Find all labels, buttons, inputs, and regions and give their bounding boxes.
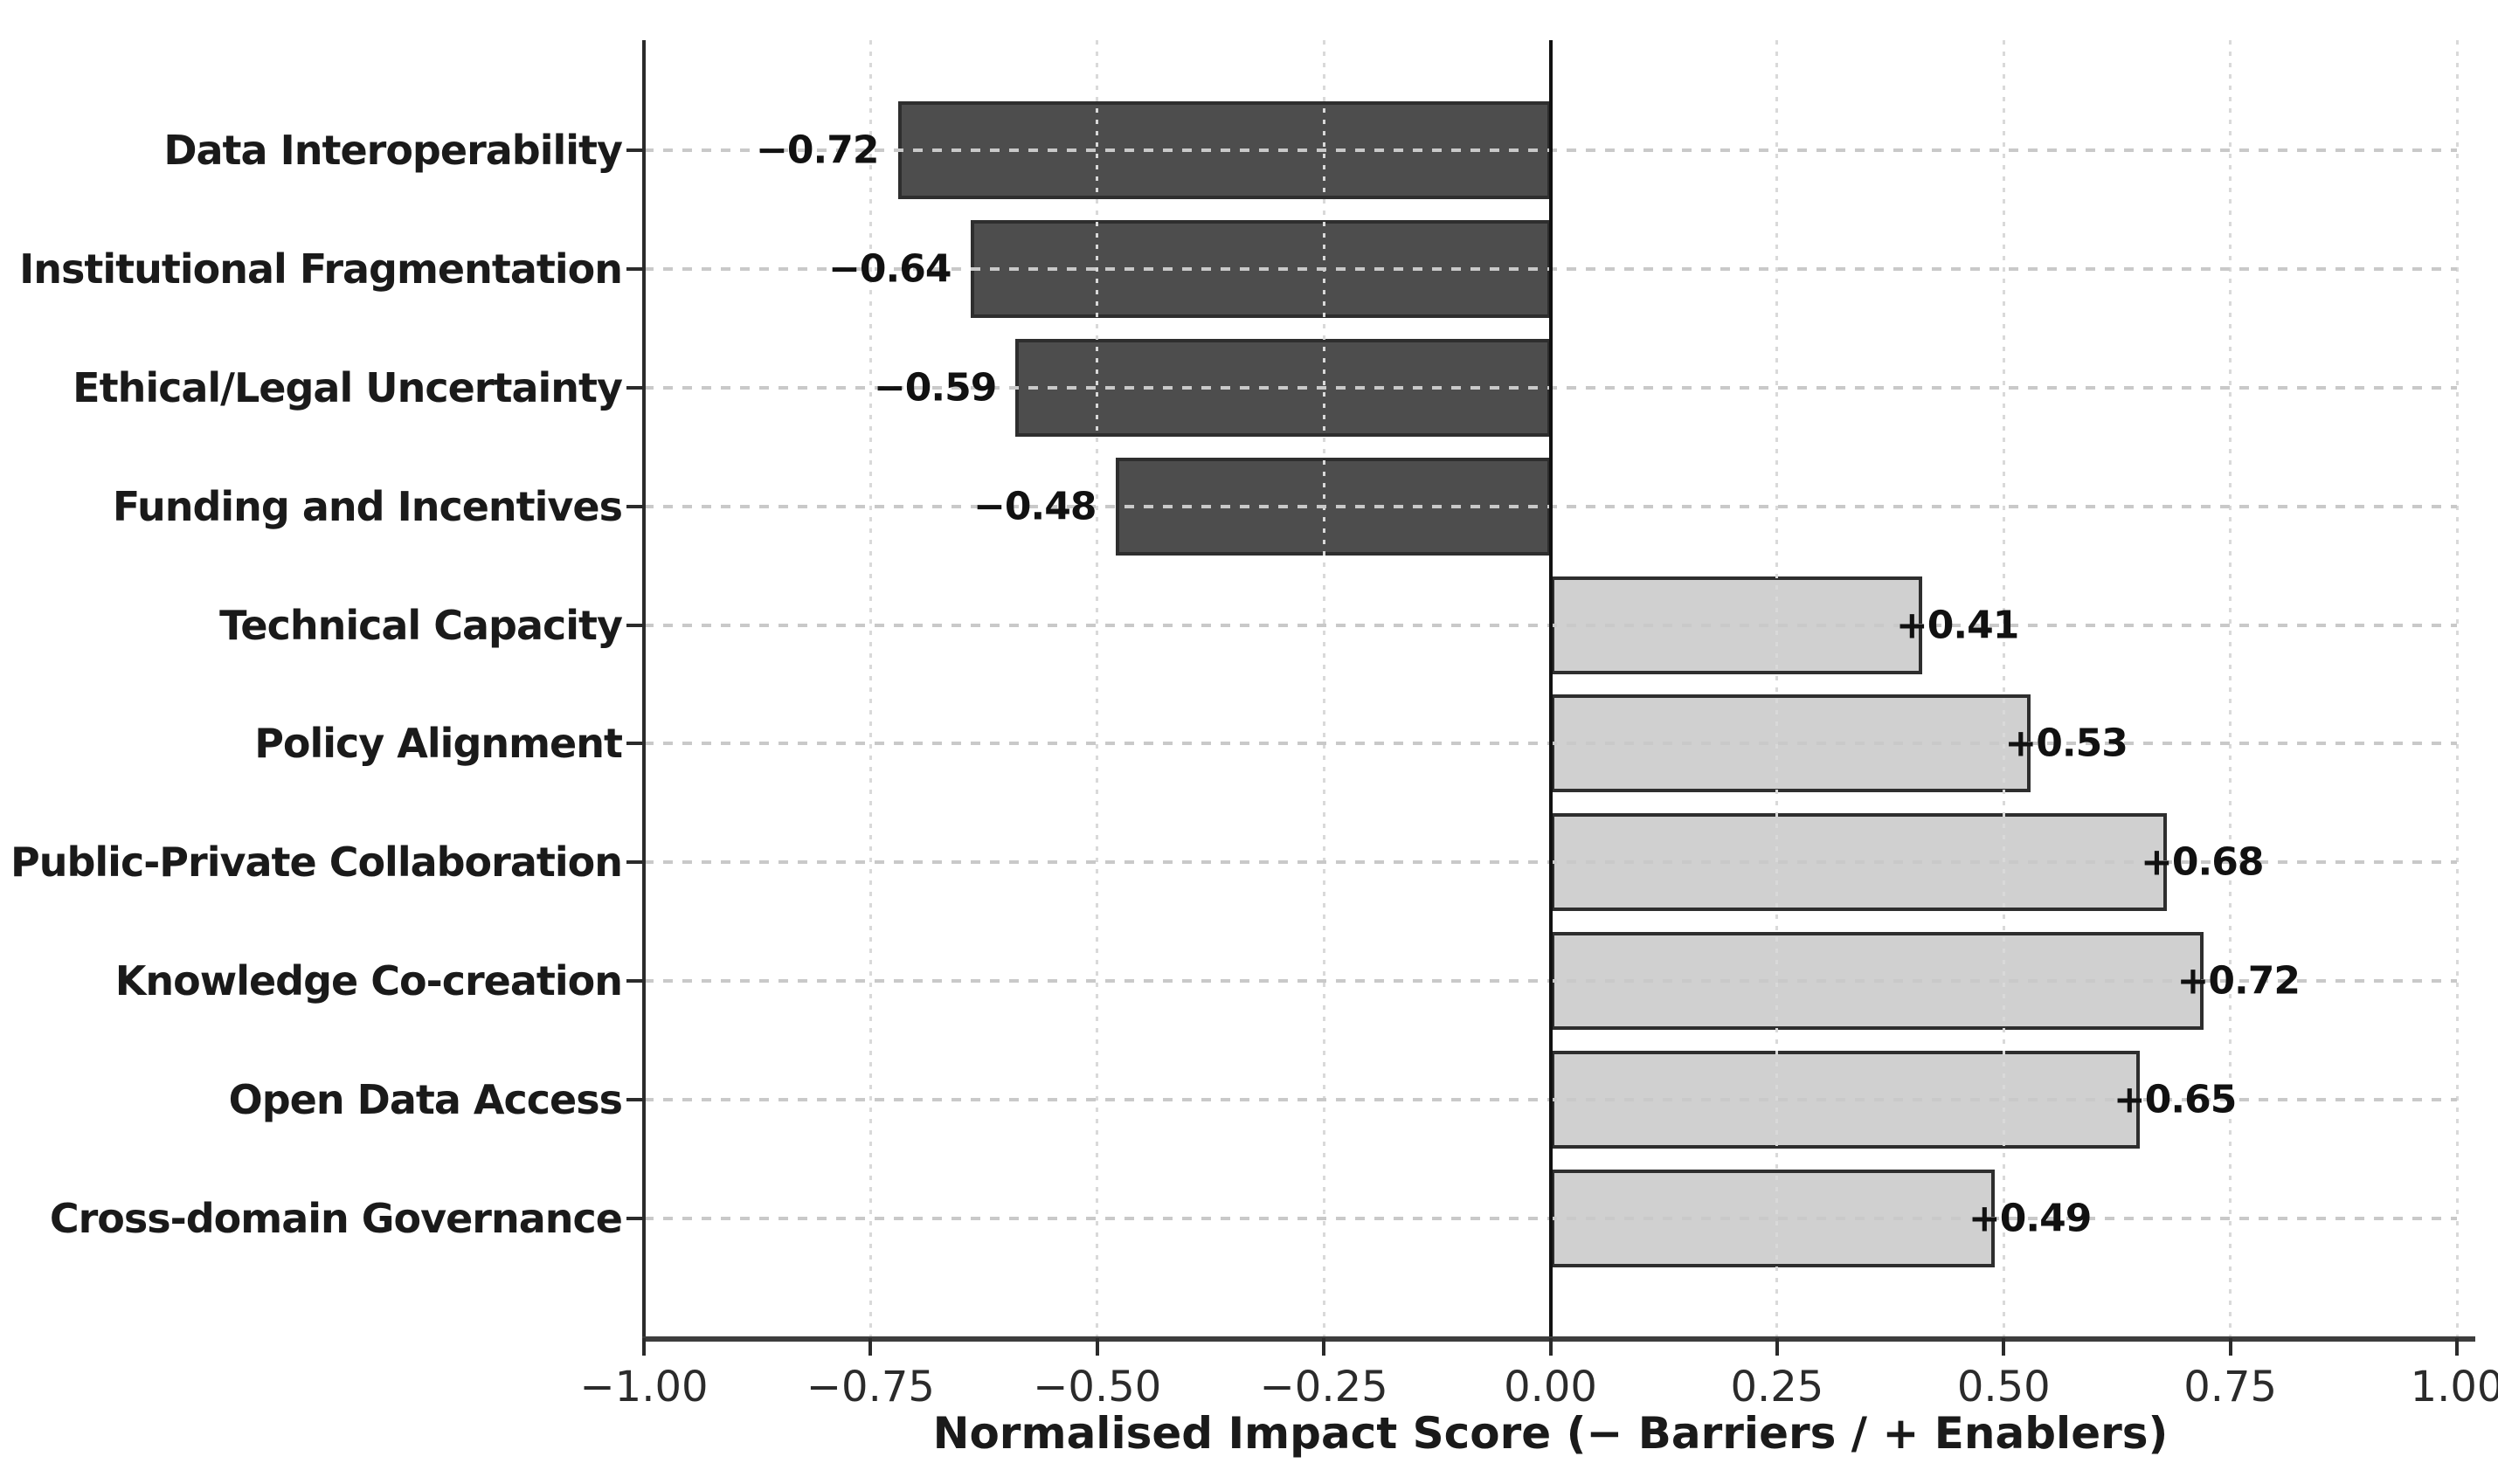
x-tick-mark [2002, 1338, 2006, 1356]
category-label: Knowledge Co-creation [114, 957, 623, 1005]
x-tick-mark [1775, 1338, 1779, 1356]
x-tick-label: 0.75 [2183, 1363, 2278, 1412]
x-tick-label: −0.75 [806, 1363, 935, 1412]
vertical-gridline [2229, 40, 2232, 1336]
bar-value-label: +0.68 [2141, 839, 2264, 885]
y-tick-mark [626, 623, 644, 627]
x-tick-label: 1.00 [2410, 1363, 2498, 1412]
bar-value-label: +0.53 [2004, 721, 2128, 766]
x-tick-label: 0.00 [1504, 1363, 1597, 1412]
value-labels-layer: −0.72 −0.64 −0.59 −0.48 +0.41 +0.53 +0.68 +0.72… [644, 40, 2457, 1336]
category-label: Data Interoperability [163, 126, 623, 174]
zero-baseline [1548, 40, 1553, 1336]
x-tick-mark [1095, 1338, 1099, 1356]
category-label: Technical Capacity [219, 601, 623, 649]
plot-area: −0.72 −0.64 −0.59 −0.48 +0.41 +0.53 +0.68 +0.72… [644, 40, 2459, 1336]
y-tick-mark [626, 148, 644, 152]
y-tick-mark [626, 860, 644, 865]
bar-value-label: +0.49 [1968, 1196, 2092, 1241]
y-tick-mark [626, 742, 644, 746]
x-tick-mark [642, 1338, 646, 1356]
x-tick-label: −0.25 [1259, 1363, 1388, 1412]
x-axis-title: Normalised Impact Score (− Barriers / + … [932, 1408, 2169, 1459]
vertical-gridline [868, 40, 872, 1336]
vertical-gridline [2455, 40, 2459, 1336]
category-label: Ethical/Legal Uncertainty [73, 363, 623, 411]
x-tick-label: 0.50 [1956, 1363, 2051, 1412]
bar-value-label: −0.48 [973, 484, 1097, 529]
bar-value-label: −0.72 [756, 128, 879, 173]
vertical-gridline [1322, 40, 1325, 1336]
y-tick-mark [626, 266, 644, 271]
category-label: Funding and Incentives [112, 482, 623, 530]
x-tick-mark [1322, 1338, 1326, 1356]
y-axis-spine [642, 40, 646, 1340]
y-tick-mark [626, 504, 644, 508]
category-label: Open Data Access [228, 1076, 623, 1124]
x-tick-mark [1548, 1338, 1553, 1356]
y-tick-mark [626, 979, 644, 984]
bar-value-label: +0.65 [2113, 1077, 2237, 1122]
category-label: Cross-domain Governance [49, 1195, 623, 1243]
category-label: Institutional Fragmentation [19, 245, 623, 293]
x-tick-mark [2228, 1338, 2232, 1356]
bar-value-label: −0.64 [828, 246, 951, 292]
y-tick-mark [626, 385, 644, 390]
vertical-gridline [1775, 40, 1779, 1336]
x-tick-mark [2455, 1338, 2459, 1356]
x-tick-label: 0.25 [1730, 1363, 1824, 1412]
vertical-gridline [2002, 40, 2005, 1336]
bar-value-label: −0.59 [873, 365, 997, 411]
vertical-gridline [1096, 40, 1099, 1336]
y-tick-mark [626, 1217, 644, 1221]
bar-value-label: +0.72 [2176, 958, 2301, 1004]
y-tick-mark [626, 1098, 644, 1102]
x-tick-label: −0.50 [1033, 1363, 1162, 1412]
x-axis-spine [642, 1336, 2475, 1342]
bar-value-label: +0.41 [1895, 603, 2019, 648]
x-tick-label: −1.00 [579, 1363, 709, 1412]
category-label: Policy Alignment [254, 720, 623, 768]
x-tick-mark [868, 1338, 873, 1356]
category-label: Public-Private Collaboration [10, 839, 623, 887]
